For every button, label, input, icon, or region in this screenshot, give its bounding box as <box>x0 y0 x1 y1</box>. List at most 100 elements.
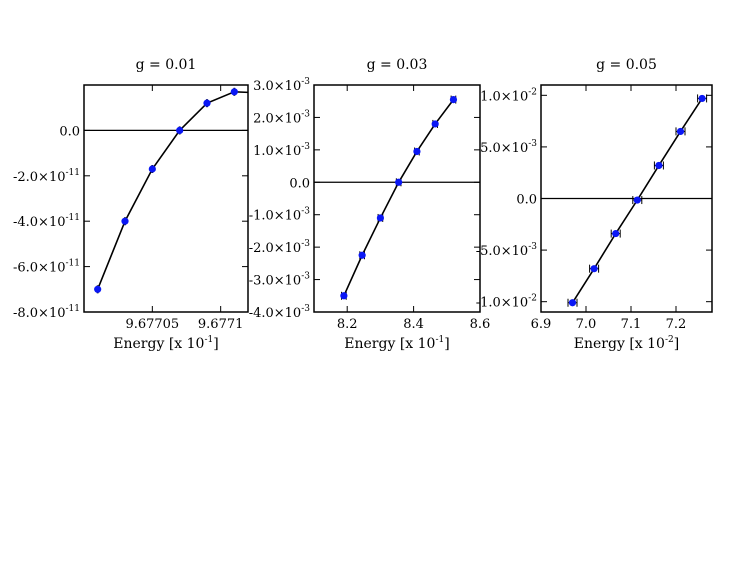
y-tick-label: -3.0×10-3 <box>249 272 311 289</box>
y-tick-exponent: -3 <box>301 109 310 119</box>
data-series <box>567 94 708 307</box>
y-tick-exponent: -2 <box>528 294 537 304</box>
y-tick-exponent: -3 <box>301 239 310 249</box>
y-tick-label: 1.0×10-3 <box>253 142 310 159</box>
x-axis-label-text: Energy [x 10 <box>113 336 204 352</box>
x-tick-label: 8.4 <box>403 317 424 332</box>
y-tick-label: 3.0×10-3 <box>253 77 310 94</box>
y-tick-mantissa: -2.0×10 <box>249 241 302 256</box>
y-tick-label: -2.0×10-11 <box>13 168 80 185</box>
chart-title: g = 0.03 <box>367 57 428 73</box>
y-tick-mantissa: 1.0×10 <box>253 144 301 159</box>
x-tick-label: 7.0 <box>576 317 597 332</box>
y-tick-mantissa: -5.0×10 <box>476 244 529 259</box>
data-point <box>358 251 366 259</box>
plot-frame <box>83 84 249 313</box>
x-axis-label-bracket: ] <box>674 336 679 352</box>
x-tick-label: 8.6 <box>470 317 491 332</box>
y-tick-mantissa: 5.0×10 <box>480 141 528 156</box>
y-tick-label: -1.0×10-3 <box>249 207 311 224</box>
y-tick-label: -4.0×10-3 <box>249 304 311 321</box>
chart-panel-1: g = 0.019.67705 9.67710.0-2.0×10-11-4.0×1… <box>13 57 249 352</box>
data-point <box>203 99 211 107</box>
y-tick-mantissa: 0.0 <box>289 176 310 191</box>
chart-title: g = 0.01 <box>136 57 197 73</box>
series-line <box>343 99 455 297</box>
y-tick-label: 0.0 <box>59 124 80 139</box>
y-tick-mantissa: -8.0×10 <box>13 306 66 321</box>
data-point <box>413 147 421 156</box>
y-tick-label: -4.0×10-11 <box>13 213 80 230</box>
x-axis-label-bracket: ] <box>213 336 218 352</box>
x-tick-label: 9.6771 <box>198 317 244 332</box>
chart-panel-3: g = 0.056.9 7.0 7.1 7.21.0×10-25.0×10-30.0-… <box>476 57 713 352</box>
y-tick-mantissa: -1.0×10 <box>476 296 529 311</box>
plot-frame <box>540 84 713 313</box>
y-tick-exponent: -11 <box>66 304 81 314</box>
y-tick-mantissa: 3.0×10 <box>253 79 301 94</box>
data-point <box>655 161 663 170</box>
y-tick-exponent: -3 <box>528 242 537 252</box>
y-tick-exponent: -3 <box>301 272 310 282</box>
x-tick-label: 8.2 <box>337 317 358 332</box>
y-tick-exponent: -11 <box>66 168 81 178</box>
data-point <box>431 120 439 128</box>
series-line <box>96 91 248 290</box>
y-tick-label: -8.0×10-11 <box>13 304 80 321</box>
x-axis-label-exponent: -2 <box>665 335 674 345</box>
data-point <box>698 94 706 103</box>
y-tick-mantissa: -4.0×10 <box>13 215 66 230</box>
x-axis-label-exponent: -1 <box>435 335 444 345</box>
y-tick-label: -1.0×10-2 <box>476 294 537 311</box>
y-tick-label: 5.0×10-3 <box>480 139 537 156</box>
y-tick-mantissa: 2.0×10 <box>253 111 301 126</box>
data-point <box>676 127 685 136</box>
data-series <box>94 87 248 294</box>
data-point <box>176 126 184 134</box>
data-point <box>94 285 102 293</box>
y-tick-exponent: -2 <box>528 87 537 97</box>
y-tick-mantissa: 0.0 <box>516 193 537 208</box>
chart-title: g = 0.05 <box>596 57 657 73</box>
x-axis-label-text: Energy [x 10 <box>344 336 435 352</box>
y-tick-label: -5.0×10-3 <box>476 242 538 259</box>
y-tick-mantissa: 0.0 <box>59 124 80 139</box>
y-tick-label: 1.0×10-2 <box>480 87 537 104</box>
x-tick-label: 9.67705 <box>125 317 179 332</box>
y-tick-mantissa: -3.0×10 <box>249 274 302 289</box>
y-tick-label: -2.0×10-3 <box>249 239 311 256</box>
data-point <box>612 229 620 238</box>
y-tick-mantissa: -2.0×10 <box>13 170 66 185</box>
x-tick-label: 7.1 <box>621 317 642 332</box>
data-point <box>568 299 577 307</box>
chart-panel-2: g = 0.038.2 8.4 8.63.0×10-32.0×10-31.0×10-… <box>249 57 491 352</box>
y-tick-label: 0.0 <box>516 193 537 208</box>
y-tick-exponent: -3 <box>301 304 310 314</box>
x-axis-label-text: Energy [x 10 <box>574 336 665 352</box>
x-axis-label: Energy [x 10-1] <box>113 335 218 352</box>
x-tick-label: 7.2 <box>666 317 687 332</box>
x-axis-label: Energy [x 10-2] <box>574 335 679 352</box>
data-point <box>590 265 598 273</box>
data-point <box>230 88 238 96</box>
y-tick-exponent: -3 <box>301 207 310 217</box>
x-axis-label: Energy [x 10-1] <box>344 335 449 352</box>
data-point <box>340 292 348 300</box>
y-tick-mantissa: 1.0×10 <box>480 89 528 104</box>
x-tick-label: 6.9 <box>531 317 552 332</box>
data-point <box>121 217 129 225</box>
y-tick-exponent: -3 <box>301 142 310 152</box>
y-tick-exponent: -11 <box>66 213 81 223</box>
y-tick-mantissa: -6.0×10 <box>13 261 66 276</box>
data-point <box>148 165 156 173</box>
data-point <box>395 178 403 186</box>
y-tick-label: -6.0×10-11 <box>13 259 80 276</box>
data-series <box>340 95 458 300</box>
y-tick-exponent: -11 <box>66 259 81 269</box>
y-tick-label: 2.0×10-3 <box>253 109 310 126</box>
y-tick-mantissa: -1.0×10 <box>249 209 302 224</box>
y-tick-exponent: -3 <box>301 77 310 87</box>
data-point <box>633 196 641 204</box>
y-tick-label: 0.0 <box>289 176 310 191</box>
